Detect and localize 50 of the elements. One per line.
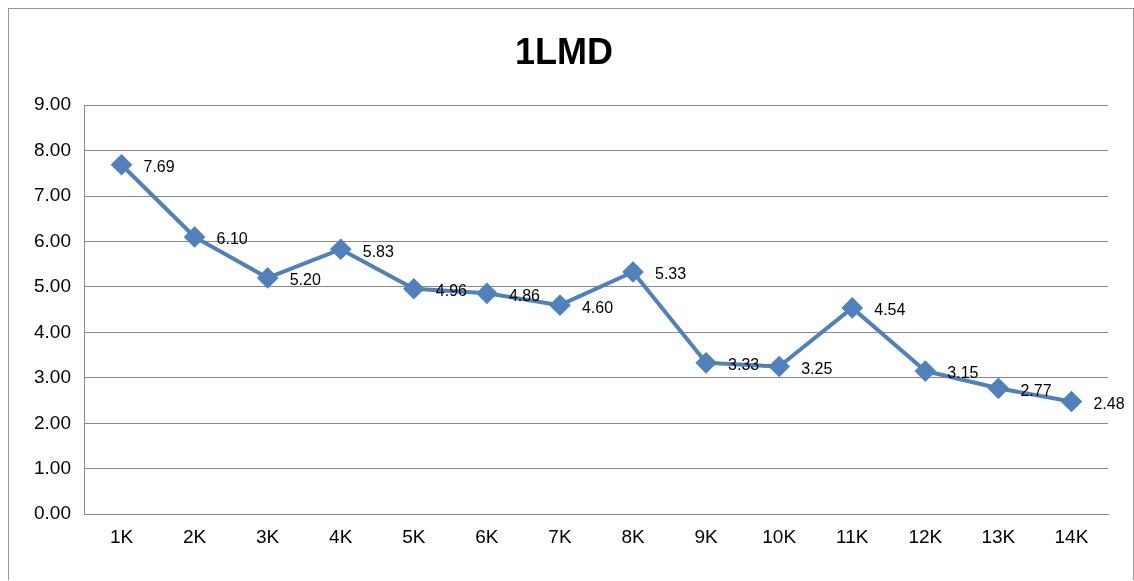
point bbox=[476, 283, 497, 304]
x-tick-label: 1K bbox=[109, 525, 134, 547]
point bbox=[1061, 391, 1082, 412]
x-tick-label: 14K bbox=[1054, 525, 1089, 547]
x-tick-label: 11K bbox=[836, 525, 869, 547]
point bbox=[403, 278, 424, 299]
x-tick-label: 7K bbox=[548, 525, 572, 547]
y-tick-label: 0.00 bbox=[34, 502, 71, 524]
data-label: 5.20 bbox=[289, 271, 321, 289]
y-tick-label: 6.00 bbox=[34, 229, 71, 251]
data-label: 4.96 bbox=[435, 282, 468, 300]
y-tick-label: 7.00 bbox=[34, 184, 71, 206]
x-tick-label: 4K bbox=[329, 525, 353, 547]
data-label: 3.15 bbox=[947, 364, 979, 382]
y-tick-label: 4.00 bbox=[34, 320, 71, 342]
y-tick-label: 2.00 bbox=[34, 411, 71, 433]
point bbox=[988, 378, 1009, 399]
point bbox=[111, 154, 132, 175]
point bbox=[842, 297, 863, 318]
x-tick-label: 8K bbox=[621, 525, 645, 547]
y-tick-label: 9.00 bbox=[34, 93, 71, 115]
chart-title: 1LMD bbox=[515, 30, 613, 72]
point bbox=[915, 361, 936, 382]
x-tick-label: 3K bbox=[256, 525, 280, 547]
x-tick-label: 10K bbox=[762, 525, 797, 547]
x-tick-label: 6K bbox=[475, 525, 499, 547]
x-tick-label: 9K bbox=[694, 525, 719, 547]
point bbox=[696, 352, 717, 373]
x-tick-label: 2K bbox=[182, 525, 207, 547]
point bbox=[623, 261, 644, 282]
data-label: 4.54 bbox=[874, 301, 906, 319]
y-tick-label: 5.00 bbox=[34, 275, 71, 297]
y-tick-label: 8.00 bbox=[34, 138, 71, 160]
data-label: 4.60 bbox=[581, 298, 614, 316]
point bbox=[769, 356, 790, 377]
data-label: 3.25 bbox=[801, 359, 833, 377]
point bbox=[330, 239, 351, 260]
point bbox=[257, 267, 278, 288]
point bbox=[549, 295, 570, 316]
data-label: 6.10 bbox=[216, 230, 248, 248]
data-label: 5.33 bbox=[655, 265, 687, 283]
point bbox=[184, 226, 205, 247]
data-label: 2.48 bbox=[1093, 394, 1125, 412]
data-label: 7.69 bbox=[143, 158, 175, 176]
data-label: 5.83 bbox=[362, 242, 394, 260]
x-tick-label: 13K bbox=[981, 525, 1016, 547]
x-tick-label: 12K bbox=[908, 525, 943, 547]
y-tick-label: 1.00 bbox=[34, 456, 71, 478]
y-tick-label: 3.00 bbox=[34, 366, 71, 388]
x-tick-label: 5K bbox=[402, 525, 426, 547]
